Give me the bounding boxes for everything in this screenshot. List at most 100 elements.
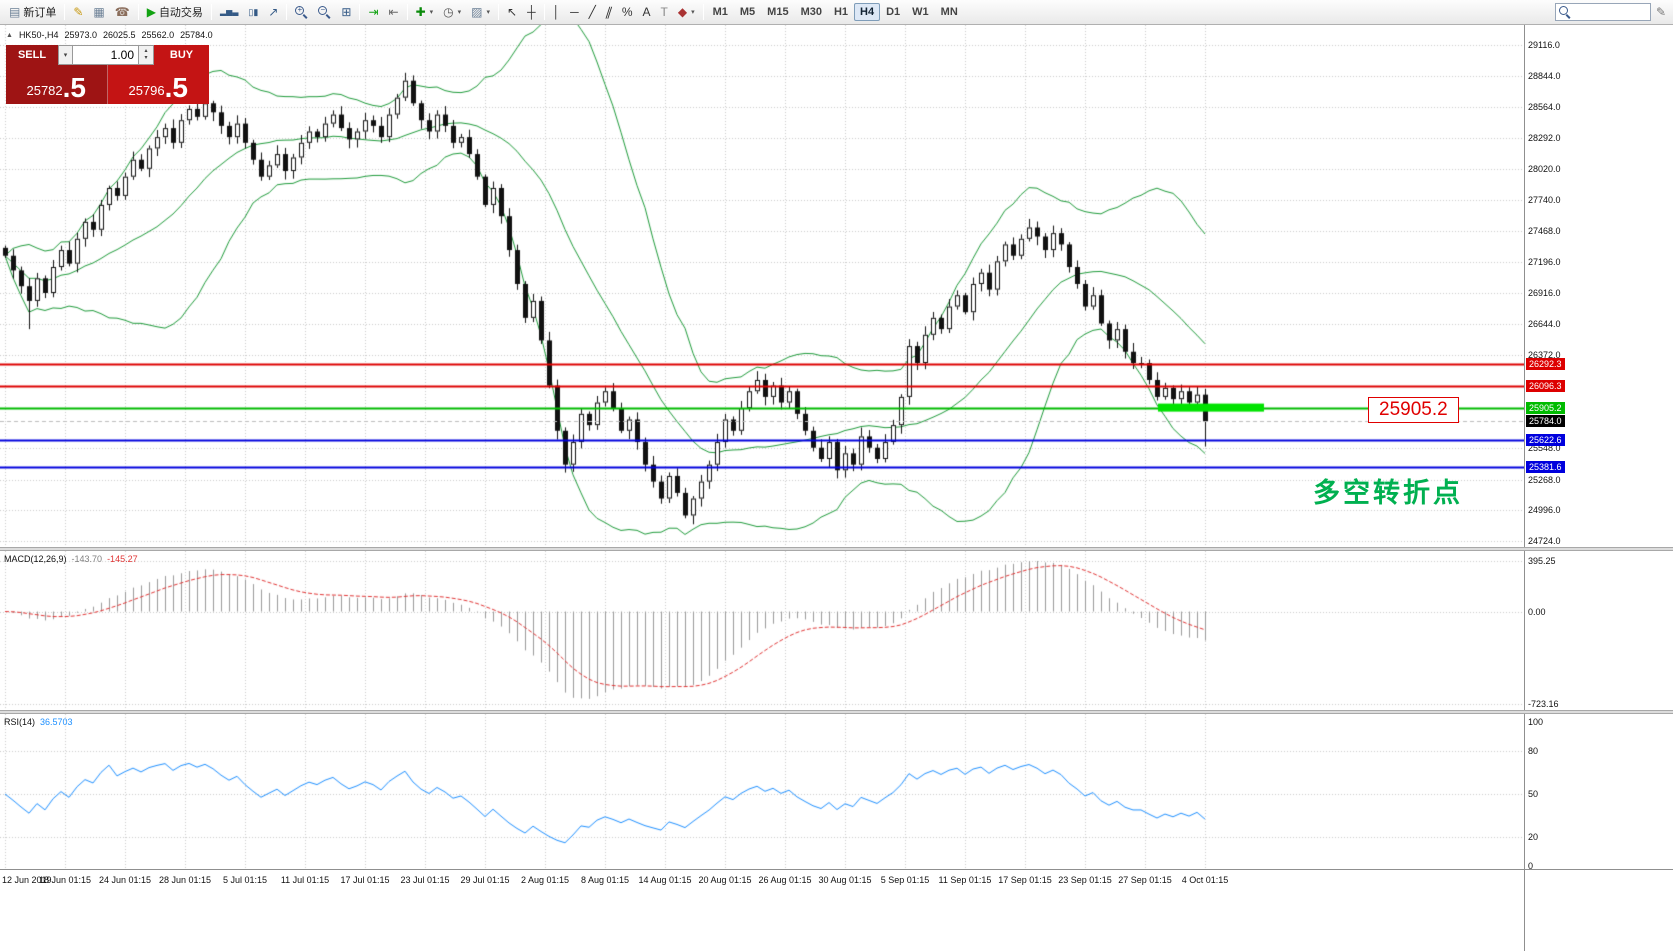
volume-spinner[interactable]: ▴ ▾ [139,45,154,65]
zoom-out-button[interactable]: − [313,2,336,22]
tf-mn-label: MN [940,6,958,18]
spin-up-icon[interactable]: ▴ [144,48,148,55]
tf-m1[interactable]: M1 [707,3,734,21]
chevron-down-icon: ▾ [457,9,462,16]
autotrading-button[interactable]: ▶ 自动交易 [142,2,208,22]
macd-canvas[interactable] [0,551,1524,710]
volume-dropdown[interactable]: ▾ [58,45,73,65]
sell-button[interactable]: SELL [6,45,58,65]
chart-symbol-info: ▲ HK50-,H4 25973.0 26025.5 25562.0 25784… [6,30,213,40]
meta-editor-button[interactable]: ✎ [68,2,88,22]
market-watch-icon: ▦ [93,5,105,19]
tf-mn[interactable]: MN [935,3,964,21]
tf-d1-label: D1 [886,6,901,18]
vertical-line-button[interactable]: │ [548,2,566,22]
price-tick-label: 24724.0 [1528,536,1561,546]
bar-close: 25784.0 [180,30,213,40]
current-price-tag: 25784.0 [1526,415,1565,428]
chevron-down-icon: ▾ [429,9,434,16]
rsi-tick-label: 50 [1528,789,1539,799]
edit-icon[interactable]: ✎ [1655,5,1666,19]
tf-d1[interactable]: D1 [880,3,906,21]
trendline-button[interactable]: ╱ [584,2,601,22]
zoom-out-icon: − [318,5,331,19]
chart-shift-button[interactable]: ⇤ [384,2,404,22]
indicators-icon: ✚ [415,5,426,19]
toolbar-separator [543,4,545,20]
price-tick-label: 28020.0 [1528,163,1561,174]
rsi-canvas[interactable] [0,714,1524,869]
tf-m15-label: M15 [767,6,789,18]
new-order-button-label: 新订单 [23,7,57,19]
panel-splitter[interactable] [0,710,1673,714]
periods-button[interactable]: ◷ ▾ [438,2,466,22]
crosshair-button[interactable]: ┼ [522,2,541,22]
line-chart-button[interactable]: ↗ [263,2,283,22]
horizontal-line-button[interactable]: ─ [565,2,584,22]
tf-m5[interactable]: M5 [734,3,761,21]
toolbar-separator [406,4,408,20]
arrows-button[interactable]: ◆ ▾ [673,2,700,22]
tf-h1[interactable]: H1 [828,3,854,21]
spin-down-icon[interactable]: ▾ [144,55,148,61]
panel-splitter[interactable] [0,547,1673,551]
trendline-icon: ╱ [588,5,596,19]
ohlc-collapse-icon[interactable]: ▲ [6,31,13,39]
bar-chart-button[interactable]: ▂▅▃ [215,2,243,22]
rsi-tick-label: 80 [1528,745,1539,756]
fibonacci-button[interactable]: % [617,2,638,22]
tf-w1[interactable]: W1 [906,3,935,21]
toolbar-separator [498,4,499,20]
market-watch-button[interactable]: ▦ [88,2,109,22]
tf-h4-label: H4 [860,6,875,18]
text-button[interactable]: A [638,2,656,22]
volume-input[interactable] [73,45,139,65]
toolbar-groups: ▤ 新订单 ✎ ▦ ☎ ▶ 自动交易 ▂▅▃ ▯▮ ↗ + − ⊞ ⇥ ⇤ ✚ ▾ ◷ ▾ ▨ ▾ ↖ ┼ │ ─ ╱ ∥% A T ◆ ▾… [4,0,964,24]
tf-m15[interactable]: M15 [761,3,794,21]
buy-button[interactable]: BUY [154,45,209,65]
time-tick-label: 11 Jul 01:15 [280,875,330,885]
search-input[interactable] [1574,5,1645,19]
rsi-tick-label: 20 [1528,832,1539,843]
auto-scroll-button[interactable]: ⇥ [363,2,383,22]
fibonacci-icon: % [621,5,633,19]
price-tick-label: 29116.0 [1528,40,1560,50]
price-scale[interactable]: 395.25 0.00 -723.16 100 80 50 20 0 29116.0 28844.… [1524,25,1673,951]
price-level-tag: 26096.3 [1526,380,1565,393]
macd-tick-label: 395.25 [1528,556,1556,566]
sell-price[interactable]: 25782.5 [6,65,108,104]
tf-m30[interactable]: M30 [795,3,828,21]
time-axis[interactable]: 12 Jun 2019 18 Jun 01:15 24 Jun 01:15 28 Ju… [0,869,1673,895]
tf-h4[interactable]: H4 [854,3,881,21]
time-tick-label: 17 Jul 01:15 [340,875,390,885]
tile-windows-button[interactable]: ⊞ [336,2,356,22]
cursor-icon: ↖ [507,5,518,19]
tile-windows-icon: ⊞ [341,5,352,19]
equidistant-channel-button[interactable]: ∥ [601,2,617,22]
mobile-terminal-button[interactable]: ☎ [110,2,135,22]
price-tick-label: 27196.0 [1528,256,1561,267]
chevron-down-icon: ▾ [691,9,695,16]
toolbar-separator [702,4,704,20]
text-icon: A [642,5,651,19]
indicators-button[interactable]: ✚ ▾ [411,2,439,22]
autotrading-icon: ▶ [146,5,156,19]
text-label-icon: T [660,5,668,19]
zoom-in-button[interactable]: + [290,2,313,22]
price-chart-canvas[interactable] [0,25,1524,547]
equidistant-channel-icon: ∥ [603,5,615,19]
candlestick-chart-button[interactable]: ▯▮ [243,2,263,22]
buy-price[interactable]: 25796.5 [107,65,209,104]
templates-button[interactable]: ▨ ▾ [466,2,495,22]
toolbar-separator [210,4,212,20]
toolbar-separator [137,4,139,20]
text-label-button[interactable]: T [656,2,673,22]
cursor-button[interactable]: ↖ [502,2,522,22]
new-order-button[interactable]: ▤ 新订单 [4,2,61,22]
level-price-label[interactable]: 25905.2 [1368,397,1459,423]
search-box[interactable] [1554,3,1651,21]
macd-tick-label: 0.00 [1528,606,1546,617]
time-tick-label: 28 Jun 01:15 [158,875,212,885]
chart-window: ▲ HK50-,H4 25973.0 26025.5 25562.0 25784… [0,25,1673,951]
